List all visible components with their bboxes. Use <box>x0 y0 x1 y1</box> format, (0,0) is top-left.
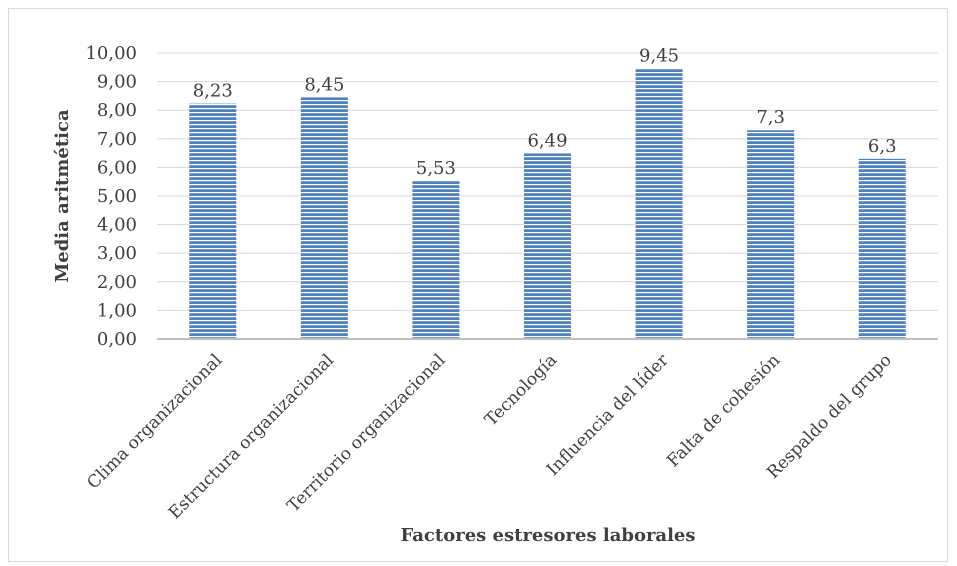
bar <box>524 153 571 339</box>
data-label: 6,49 <box>527 130 567 151</box>
x-category-label: Respaldo del grupo <box>763 350 896 483</box>
y-tick-label: 5,00 <box>97 186 137 207</box>
x-category-label: Falta de cohesión <box>663 350 784 471</box>
y-tick-label: 7,00 <box>97 129 137 150</box>
y-axis-title: Media aritmética <box>52 109 73 283</box>
y-tick-label: 2,00 <box>97 272 137 293</box>
bars <box>189 68 906 339</box>
bar <box>412 180 460 339</box>
data-labels: 8,23 8,45 5,53 6,49 9,45 7,3 6,3 <box>193 46 897 179</box>
y-tick-label: 8,00 <box>97 100 137 121</box>
y-tick-label: 6,00 <box>97 157 137 178</box>
data-label: 6,3 <box>868 136 897 157</box>
bar <box>858 158 906 339</box>
x-category-label: Tecnología <box>481 350 561 430</box>
y-tick-label: 4,00 <box>97 215 137 236</box>
data-label: 8,45 <box>304 74 344 95</box>
y-tick-label: 10,00 <box>85 43 137 64</box>
x-category-label: Influencia del líder <box>543 350 673 480</box>
y-tick-label: 3,00 <box>97 243 137 264</box>
data-label: 9,45 <box>639 46 679 67</box>
y-tick-labels: 0,00 1,00 2,00 3,00 4,00 5,00 6,00 7,00 8,00 9,00… <box>85 43 137 350</box>
bar <box>747 130 795 339</box>
y-tick-label: 1,00 <box>97 300 137 321</box>
y-tick-label: 0,00 <box>97 329 137 350</box>
data-label: 7,3 <box>756 107 785 128</box>
bar <box>635 68 683 339</box>
data-label: 5,53 <box>416 158 456 179</box>
y-tick-label: 9,00 <box>97 72 137 93</box>
gridlines <box>157 52 938 311</box>
bar <box>189 103 237 339</box>
x-axis-title: Factores estresores laborales <box>400 525 695 546</box>
bar <box>300 97 348 339</box>
data-label: 8,23 <box>193 81 233 102</box>
